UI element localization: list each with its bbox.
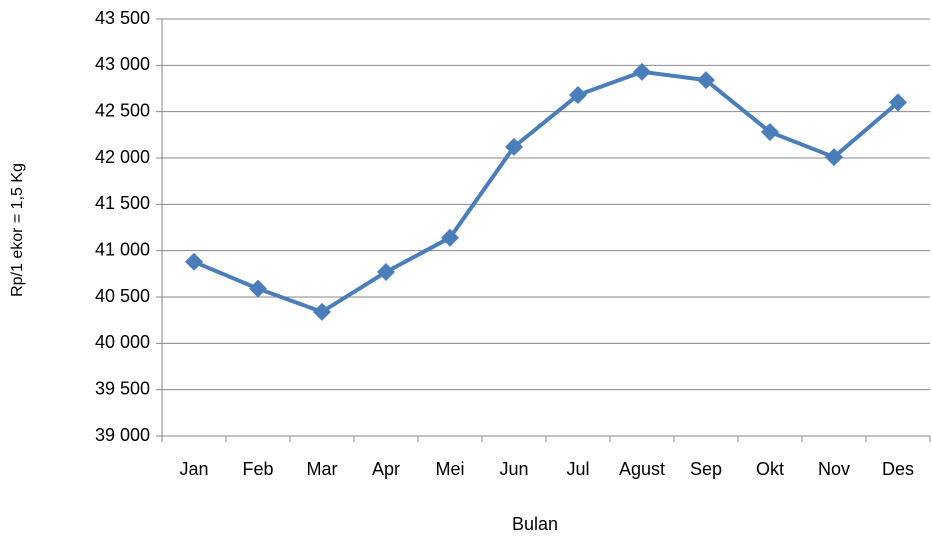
y-tick-label: 42 500 — [95, 100, 150, 120]
y-tick-label: 39 500 — [95, 378, 150, 398]
x-tick-label: Des — [882, 459, 914, 479]
x-tick-label: Feb — [242, 459, 273, 479]
marker — [313, 302, 331, 321]
x-tick-label: Sep — [690, 459, 722, 479]
marker — [377, 262, 395, 281]
x-tick-label: Jul — [566, 459, 589, 479]
y-axis-label: Rp/1 ekor = 1,5 Kg — [9, 163, 26, 297]
y-tick-label: 43 000 — [95, 54, 150, 74]
marker — [825, 148, 843, 167]
x-tick-label: Jan — [179, 459, 208, 479]
y-tick-label: 40 000 — [95, 332, 150, 352]
x-tick-label: Agust — [619, 459, 665, 479]
x-tick-label: Apr — [372, 459, 400, 479]
x-axis-label: Bulan — [512, 514, 558, 534]
x-tick-label: Nov — [818, 459, 850, 479]
x-tick-label: Mei — [435, 459, 464, 479]
x-tick-label: Okt — [756, 459, 784, 479]
line — [193, 69, 900, 314]
marker — [889, 93, 907, 112]
x-tick-label: Jun — [499, 459, 528, 479]
marker — [633, 62, 651, 81]
marker — [185, 252, 203, 271]
y-tick-label: 41 000 — [95, 239, 150, 259]
marker — [569, 85, 587, 104]
y-tick-label: 40 500 — [95, 286, 150, 306]
y-tick-label: 39 000 — [95, 425, 150, 445]
y-tick-label: 41 500 — [95, 193, 150, 213]
y-tick-label: 43 500 — [95, 8, 150, 28]
marker — [441, 228, 459, 247]
marker — [505, 137, 523, 156]
marker — [249, 279, 267, 298]
x-tick-label: Mar — [307, 459, 338, 479]
marker — [697, 71, 715, 90]
y-tick-label: 42 000 — [95, 147, 150, 167]
marker — [761, 123, 779, 142]
